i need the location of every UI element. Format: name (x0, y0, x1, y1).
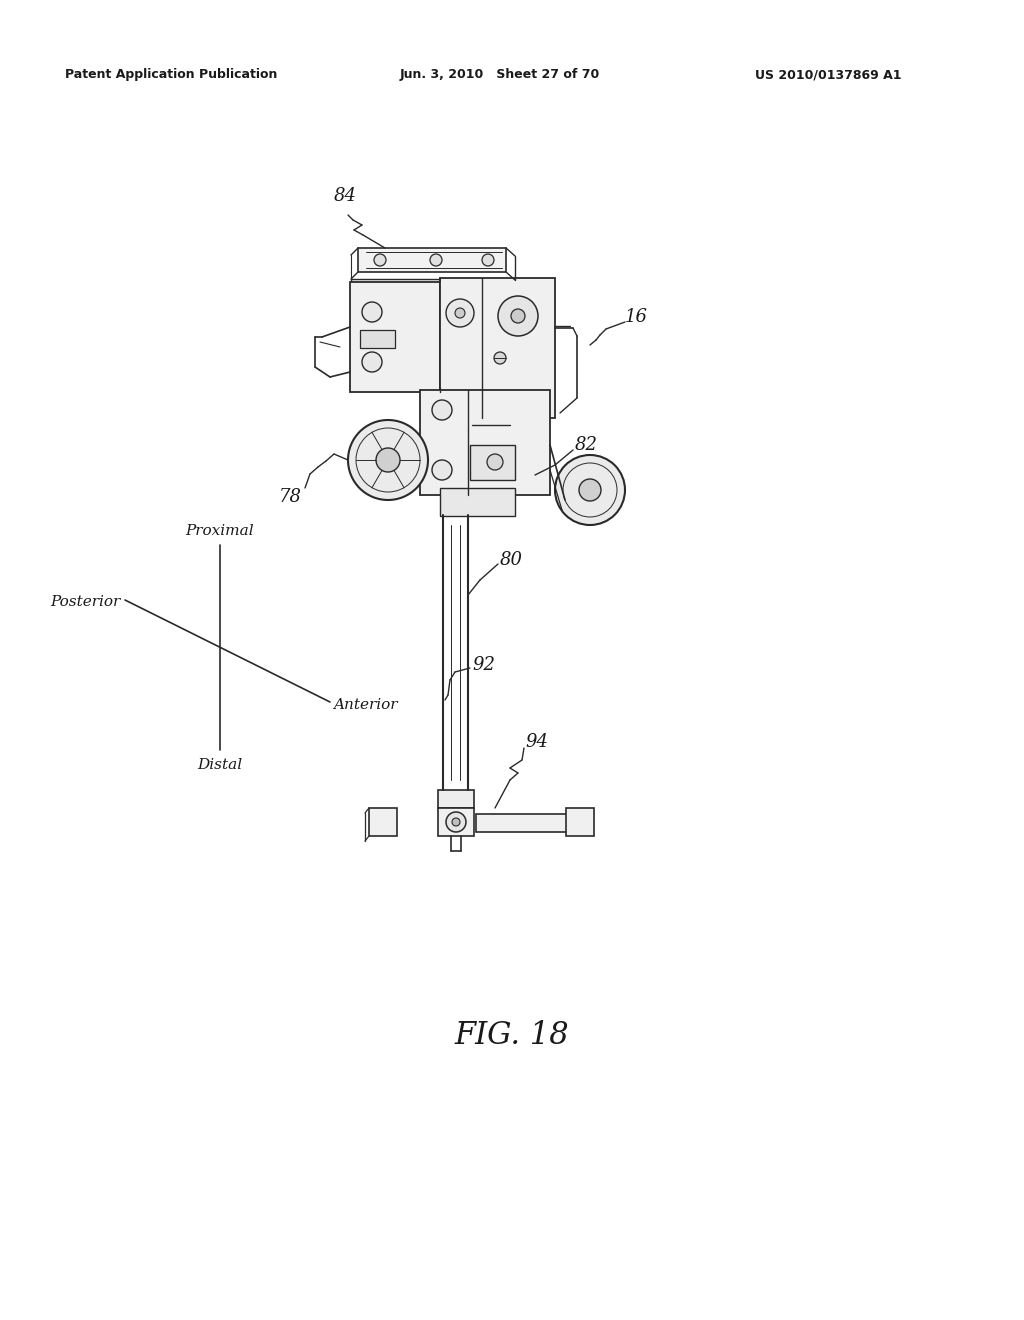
Text: 84: 84 (334, 187, 356, 205)
Circle shape (563, 463, 617, 517)
Circle shape (362, 302, 382, 322)
Bar (369, 808, 397, 836)
Circle shape (555, 455, 625, 525)
Circle shape (498, 296, 538, 337)
Bar (350, 282, 440, 392)
Circle shape (487, 454, 503, 470)
Text: Posterior: Posterior (50, 595, 120, 609)
Text: 94: 94 (525, 733, 548, 751)
Bar (440, 279, 555, 418)
Circle shape (362, 352, 382, 372)
Bar (476, 814, 571, 832)
Text: 82: 82 (575, 436, 598, 454)
Circle shape (348, 420, 428, 500)
Text: 16: 16 (625, 308, 648, 326)
Text: US 2010/0137869 A1: US 2010/0137869 A1 (755, 69, 901, 81)
Text: 80: 80 (500, 550, 523, 569)
Circle shape (356, 428, 420, 492)
Text: Proximal: Proximal (185, 524, 254, 539)
Text: Patent Application Publication: Patent Application Publication (65, 69, 278, 81)
Bar (566, 808, 594, 836)
Circle shape (432, 459, 452, 480)
Circle shape (376, 447, 400, 473)
Circle shape (482, 253, 494, 267)
Circle shape (579, 479, 601, 502)
Text: Anterior: Anterior (333, 698, 397, 711)
Bar (360, 330, 395, 348)
Circle shape (511, 309, 525, 323)
Text: Distal: Distal (198, 758, 243, 772)
Circle shape (432, 400, 452, 420)
Circle shape (374, 253, 386, 267)
Bar (438, 808, 474, 836)
Bar (470, 445, 515, 480)
Bar (351, 279, 515, 286)
Bar (438, 789, 474, 808)
Bar (440, 488, 515, 516)
Circle shape (452, 818, 460, 826)
Text: 92: 92 (472, 656, 495, 675)
Bar (420, 389, 550, 495)
Bar (358, 248, 506, 272)
Circle shape (455, 308, 465, 318)
Text: Jun. 3, 2010   Sheet 27 of 70: Jun. 3, 2010 Sheet 27 of 70 (400, 69, 600, 81)
Circle shape (430, 253, 442, 267)
Circle shape (446, 812, 466, 832)
Circle shape (446, 300, 474, 327)
Text: FIG. 18: FIG. 18 (455, 1019, 569, 1051)
Text: 78: 78 (279, 488, 301, 506)
Circle shape (494, 352, 506, 364)
